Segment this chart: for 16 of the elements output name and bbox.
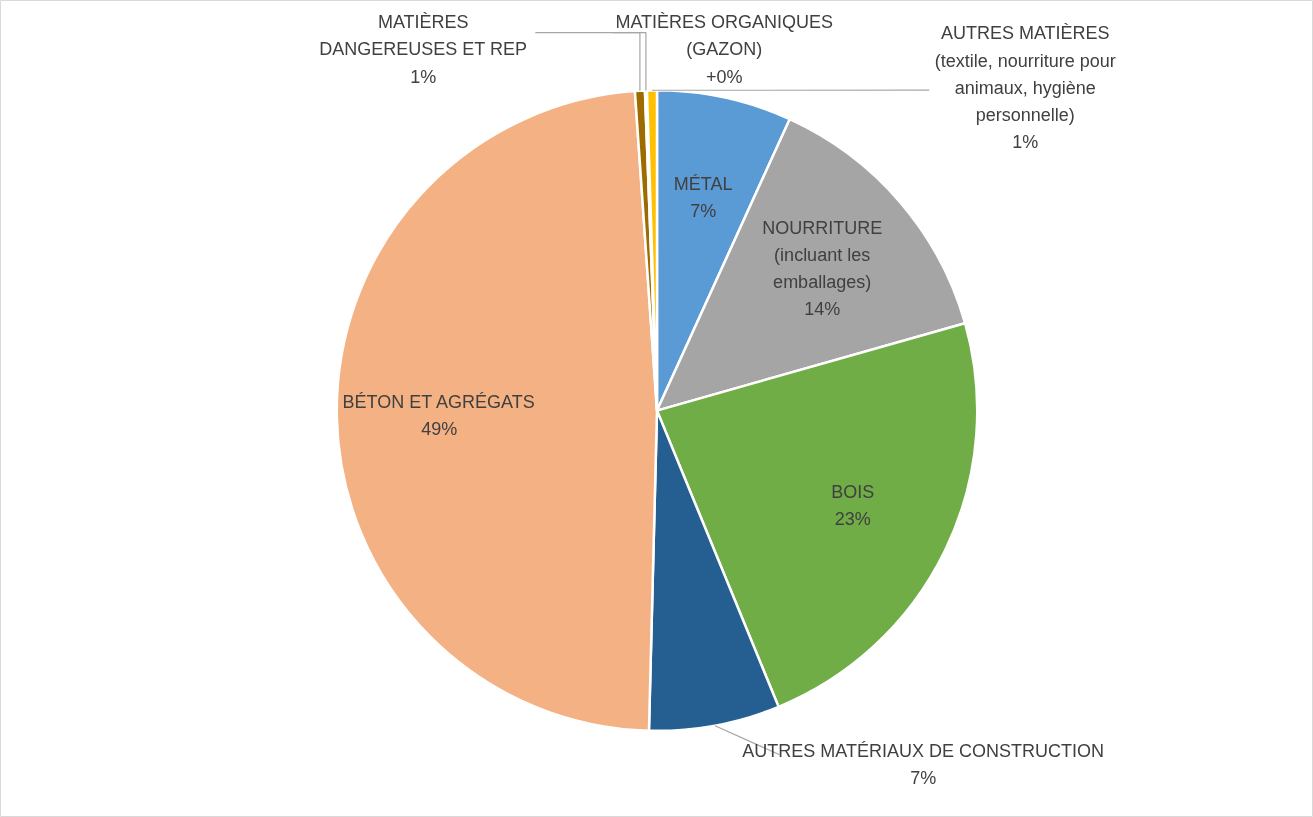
data-label: 14% [804,299,841,320]
slice-label: BÉTON ET AGRÉGATS [342,391,535,412]
data-label: 1% [410,66,437,87]
data-label: 23% [834,509,871,530]
slice-label: MATIÈRES ORGANIQUES (GAZON) [615,12,834,60]
slice-label: BOIS [831,482,875,503]
slice-label: AUTRES MATIÈRES (textile, nourriture pour animaux, hygiène personnelle) [934,23,1116,126]
data-label: +0% [705,66,743,87]
slice-label: MÉTAL [673,174,733,195]
slice-label: NOURRITURE (incluant les emballages) [762,217,883,293]
slice-label: AUTRES MATÉRIAUX DE CONSTRUCTION [742,740,1105,761]
data-label: 49% [421,419,458,440]
slice-label: MATIÈRES DANGEREUSES ET REP [319,12,527,60]
data-label: 7% [690,201,717,222]
data-label: 7% [910,767,937,788]
data-label: 1% [1012,132,1039,153]
